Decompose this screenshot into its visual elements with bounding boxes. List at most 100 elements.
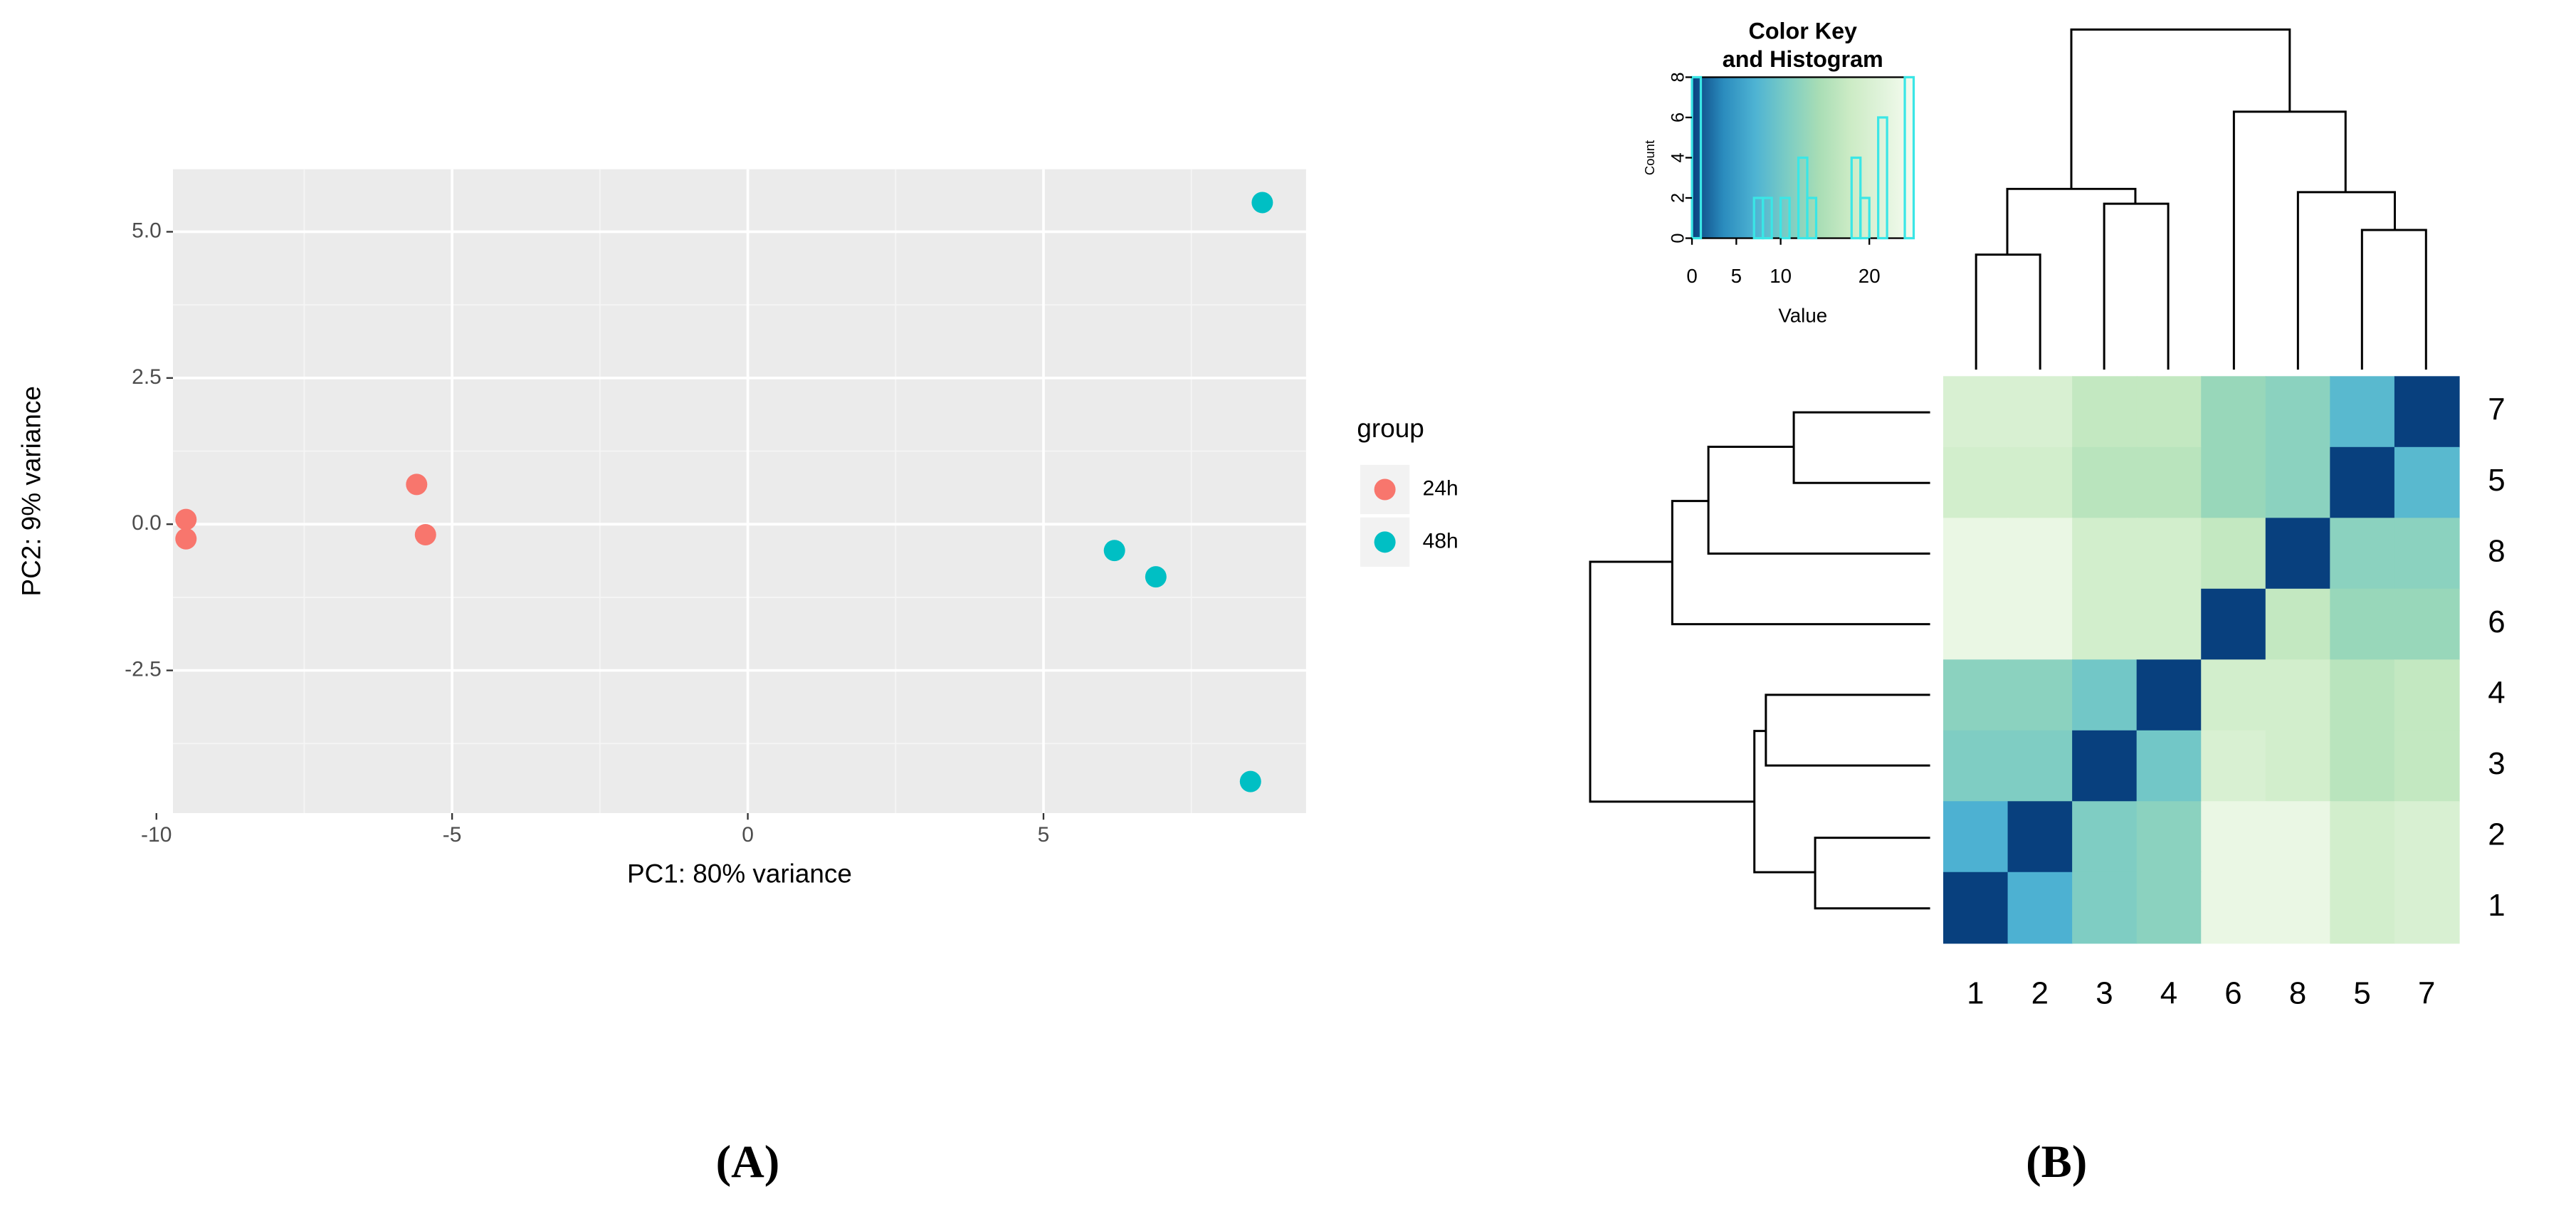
point <box>406 473 428 496</box>
heatmap-cell <box>2201 588 2266 661</box>
heatmap-cell <box>2007 446 2073 519</box>
heatmap-cell <box>1943 376 2009 448</box>
heatmap-cell <box>2394 588 2460 661</box>
legend-label: 48h <box>1423 529 1458 553</box>
heatmap-cell <box>2007 801 2073 873</box>
heatmap-cell <box>2330 518 2396 590</box>
point <box>175 508 197 530</box>
heatmap-cell <box>2072 446 2138 519</box>
heatmap-cell <box>2136 518 2202 590</box>
heatmap-cell <box>2394 872 2460 944</box>
heatmap-cell <box>2072 659 2138 731</box>
dendrograms <box>1589 28 2427 910</box>
heatmap-cell <box>2265 376 2331 448</box>
heatmap-cell <box>1943 801 2009 873</box>
x-axis-label: PC1: 80% variance <box>627 859 852 888</box>
heatmap-cell <box>1943 872 2009 944</box>
row-label: 3 <box>2488 746 2505 781</box>
row-label: 5 <box>2488 463 2505 498</box>
panel-label: (A) <box>716 1136 780 1188</box>
row-label: 4 <box>2488 676 2505 711</box>
column-dendrogram <box>1975 28 2427 370</box>
row-label: 6 <box>2488 604 2505 639</box>
row-label: 2 <box>2488 817 2505 852</box>
heatmap-cell <box>2136 801 2202 873</box>
heatmap-cell <box>2201 730 2266 802</box>
heatmap-cell <box>2330 376 2396 448</box>
heatmap-cell <box>1943 518 2009 590</box>
column-label: 8 <box>2289 976 2306 1011</box>
histogram-bar <box>1779 197 1791 240</box>
y-tick-label: -2.5 <box>125 657 162 681</box>
row-label: 7 <box>2488 392 2505 427</box>
heatmap-cell <box>2265 588 2331 661</box>
key-x-label: Value <box>1778 305 1827 327</box>
histogram-bar <box>1877 116 1888 240</box>
heatmap-cell <box>2201 518 2266 590</box>
heatmap-cell <box>2201 376 2266 448</box>
heatmap-cell <box>2265 659 2331 731</box>
histogram-bar <box>1859 197 1871 240</box>
point <box>1103 540 1125 562</box>
heatmap-cell <box>2330 446 2396 519</box>
key-y-tick-label: 0 <box>1668 233 1688 243</box>
row-dendrogram <box>1589 411 1930 910</box>
key-y-tick-label: 6 <box>1668 112 1688 122</box>
heatmap-cell <box>2330 730 2396 802</box>
heatmap-cell <box>1943 659 2009 731</box>
heatmap-cell <box>2072 872 2138 944</box>
heatmap-cell <box>2265 730 2331 802</box>
key-x-tick-label: 0 <box>1686 265 1697 287</box>
x-tick-label: -10 <box>141 823 172 847</box>
heatmap-cell <box>1943 446 2009 519</box>
heatmap-cell <box>2201 446 2266 519</box>
heatmap-cell <box>2007 376 2073 448</box>
histogram-bar <box>1903 75 1915 240</box>
point <box>414 524 436 546</box>
column-label: 1 <box>1967 976 1984 1011</box>
heatmap-cell <box>1943 730 2009 802</box>
key-y-tick-label: 2 <box>1668 193 1688 203</box>
heatmap-cell <box>2072 376 2138 448</box>
point <box>1251 192 1273 214</box>
heatmap-cell <box>2007 730 2073 802</box>
y-tick-label: 2.5 <box>132 365 162 389</box>
histogram-bar <box>1806 197 1818 240</box>
heatmap-cell <box>2265 872 2331 944</box>
y-tick-label: 5.0 <box>132 219 162 242</box>
heatmap-cell <box>2136 730 2202 802</box>
heatmap-cell <box>2265 518 2331 590</box>
histogram-bar <box>1762 197 1773 240</box>
y-tick-label: 0.0 <box>132 511 162 535</box>
row-label: 8 <box>2488 534 2505 569</box>
heatmap-cell <box>2265 446 2331 519</box>
point <box>1145 566 1167 588</box>
key-y-tick-label: 4 <box>1668 152 1688 162</box>
heatmap-cell <box>2330 659 2396 731</box>
legend-label: 24h <box>1423 476 1458 500</box>
heatmap-cell <box>2394 801 2460 873</box>
heatmap-cell <box>2265 801 2331 873</box>
key-y-label: Count <box>1642 140 1657 175</box>
heatmap-cell <box>1943 588 2009 661</box>
point <box>1239 770 1261 792</box>
column-label: 5 <box>2353 976 2370 1011</box>
heatmap-cell <box>2136 588 2202 661</box>
point <box>175 528 197 550</box>
key-x-tick-label: 20 <box>1859 265 1881 287</box>
column-label: 3 <box>2096 976 2113 1011</box>
legend-marker <box>1374 531 1396 553</box>
heatmap-cell <box>2201 659 2266 731</box>
x-tick-label: -5 <box>443 823 462 847</box>
heatmap-cell <box>2201 872 2266 944</box>
heatmap-cell <box>2136 376 2202 448</box>
heatmap-cell <box>2330 801 2396 873</box>
column-label: 4 <box>2160 976 2177 1011</box>
key-title: and Histogram <box>1723 46 1883 72</box>
legend-title: group <box>1357 414 1424 443</box>
heatmap-cell <box>2394 376 2460 448</box>
key-title: Color Key <box>1749 19 1858 44</box>
heatmap-cell <box>2394 730 2460 802</box>
plot-panel <box>173 169 1306 813</box>
